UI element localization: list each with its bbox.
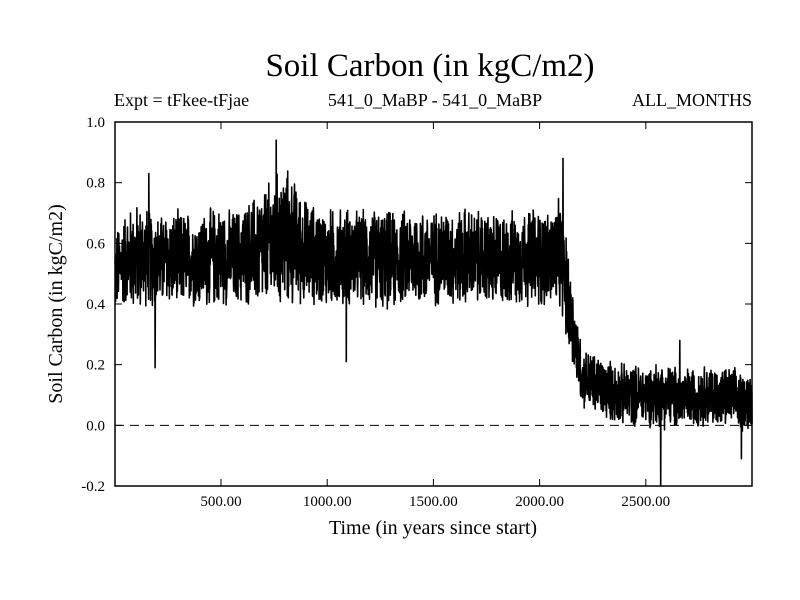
y-axis: -0.2 0.0 0.2 0.4 0.6 0.8 1.0 — [81, 115, 752, 495]
y-tick-label: -0.2 — [81, 479, 105, 495]
x-axis: 500.00 1000.00 1500.00 2000.00 2500.00 — [200, 122, 670, 510]
y-axis-label: Soil Carbon (in kgC/m2) — [45, 204, 67, 403]
x-tick-label: 2500.00 — [621, 494, 670, 510]
x-tick-label: 1500.00 — [409, 494, 458, 510]
y-tick-label: 0.4 — [86, 297, 105, 313]
plot-frame — [114, 121, 753, 487]
y-tick-label: 1.0 — [86, 115, 105, 131]
x-tick-label: 500.00 — [200, 494, 241, 510]
y-tick-label: 0.6 — [86, 236, 105, 252]
x-tick-label: 1000.00 — [303, 494, 352, 510]
x-axis-label: Time (in years since start) — [329, 517, 537, 539]
months-label: ALL_MONTHS — [632, 90, 752, 110]
period-label: 541_0_MaBP - 541_0_MaBP — [327, 90, 543, 110]
chart-title: Soil Carbon (in kgC/m2) — [265, 48, 595, 84]
soil-carbon-series-line — [114, 139, 753, 487]
y-tick-label: 0.2 — [86, 358, 105, 374]
y-tick-label: 0.0 — [86, 418, 105, 434]
y-tick-label: 0.8 — [86, 176, 105, 192]
x-tick-label: 2000.00 — [515, 494, 564, 510]
experiment-label: Expt = tFkee-tFjae — [114, 90, 250, 110]
